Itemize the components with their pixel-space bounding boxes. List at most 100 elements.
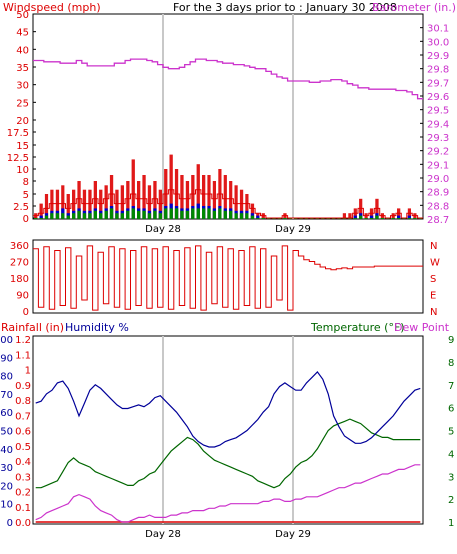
gust-bar xyxy=(169,154,173,219)
wind_green-bar xyxy=(99,213,103,219)
humidity-y-tick-label: 40 xyxy=(0,445,13,456)
wind-y-tick-label: 40 xyxy=(16,45,29,56)
wind_green-bar xyxy=(375,215,379,219)
gust-bar xyxy=(109,175,114,219)
humidity-line xyxy=(35,370,421,448)
rainfall-y-tick-label: 0.3 xyxy=(15,472,31,483)
wind_green-bar xyxy=(39,218,43,219)
temperature-y-tick-label: 3 xyxy=(448,472,454,483)
barometer-y-tick-label: 29.2 xyxy=(427,147,449,158)
gust-bar xyxy=(142,175,146,219)
gust-bar xyxy=(88,189,92,219)
wind_green-bar xyxy=(66,215,70,219)
direction-y-tick-label: 360 xyxy=(10,241,29,252)
rainfall-y-tick-label: 0.5 xyxy=(15,442,31,453)
humidity-y-tick-label: 100 xyxy=(0,335,13,346)
humidity-y-tick-label: 30 xyxy=(0,463,13,474)
weather-x-tick-label: Day 29 xyxy=(275,529,311,540)
direction-y-tick-label: 180 xyxy=(10,274,29,285)
gust-bar xyxy=(131,159,135,219)
windspeed-axis-title: Windspeed (mph) xyxy=(3,1,101,14)
gust-bar xyxy=(77,181,81,219)
wind_green-bar xyxy=(131,208,135,219)
wind_green-bar xyxy=(364,218,368,219)
dewpoint-line xyxy=(35,464,421,523)
wind-panel-frame xyxy=(32,13,424,220)
direction-compass-label: N xyxy=(430,307,437,318)
wind-x-tick-label: Day 28 xyxy=(145,224,181,235)
gust-bar xyxy=(245,194,249,219)
gust-bar xyxy=(120,185,124,219)
gust-bar xyxy=(342,213,346,219)
wind_blue-bar xyxy=(256,215,260,219)
wind_green-bar xyxy=(256,218,260,219)
direction-y-tick-label: 270 xyxy=(10,258,29,269)
temperature-y-tick-label: 6 xyxy=(448,404,454,415)
gust-bar xyxy=(66,194,70,219)
wind_green-bar xyxy=(407,218,411,219)
wind_green-bar xyxy=(202,208,206,219)
wind-y-tick-label: 50 xyxy=(16,10,29,21)
humidity-y-tick-label: 80 xyxy=(0,372,13,383)
rainfall-y-tick-label: 0.7 xyxy=(15,411,31,422)
temperature-y-tick-label: 7 xyxy=(448,381,454,392)
direction-compass-label: E xyxy=(430,291,436,302)
temperature-y-tick-label: 4 xyxy=(448,449,454,460)
gust-bar xyxy=(348,213,352,219)
wind_green-bar xyxy=(207,208,211,219)
gust-bar xyxy=(137,181,141,219)
wind_green-bar xyxy=(223,210,227,219)
wind_green-bar xyxy=(180,210,184,219)
wind-y-tick-label: 17.5 xyxy=(7,128,29,139)
rainfall-y-tick-label: 0.0 xyxy=(15,518,31,529)
weather-panel-frame xyxy=(32,335,424,525)
temperature-y-tick-label: 8 xyxy=(448,358,454,369)
direction-panel-frame xyxy=(32,239,424,314)
direction-compass-label: S xyxy=(430,274,436,285)
gust-bar xyxy=(158,189,162,219)
wind_blue-bar xyxy=(39,215,43,219)
wind_green-bar xyxy=(61,213,65,219)
wind_green-bar xyxy=(77,210,81,219)
wind_green-bar xyxy=(353,218,357,219)
rainfall-y-tick-label: 0.6 xyxy=(15,427,31,438)
gust-bar xyxy=(223,175,227,219)
gust-bar xyxy=(185,181,190,219)
wind_green-bar xyxy=(126,210,130,219)
temperature-y-tick-label: 2 xyxy=(448,495,454,506)
wind_green-bar xyxy=(50,213,54,219)
wind_blue-bar xyxy=(407,215,411,219)
temperature-line xyxy=(35,418,421,489)
wind-y-tick-label: 8 xyxy=(23,177,29,188)
wind_green-bar xyxy=(196,208,200,219)
barometer-axis-title: Barometer (in.) xyxy=(372,1,456,14)
wind_green-bar xyxy=(391,218,395,219)
direction-compass-label: W xyxy=(430,258,440,269)
gust-bar xyxy=(93,181,97,219)
wind-y-tick-label: 20 xyxy=(16,116,29,127)
temperature-y-tick-label: 5 xyxy=(448,427,454,438)
wind_green-bar xyxy=(115,213,119,219)
gust-bar xyxy=(147,185,152,219)
barometer-y-tick-label: 30.0 xyxy=(427,37,449,48)
wind_green-bar xyxy=(93,210,97,219)
wind_green-bar xyxy=(153,210,157,219)
direction-y-tick-label: 90 xyxy=(16,291,29,302)
gust-bar xyxy=(55,189,60,219)
wind_green-bar xyxy=(169,208,173,219)
wind-y-tick-label: 35 xyxy=(16,63,29,74)
dewpoint-axis-title: Dew Point xyxy=(394,321,450,334)
barometer-y-tick-label: 29.1 xyxy=(427,160,449,171)
rainfall-y-tick-label: 0.2 xyxy=(15,488,31,499)
wind_blue-bar xyxy=(397,215,401,219)
gust-bar xyxy=(115,189,119,219)
barometer-y-tick-label: 29.8 xyxy=(427,65,449,76)
wind_green-bar xyxy=(234,213,238,219)
gust-bar xyxy=(153,181,157,219)
wind_green-bar xyxy=(229,210,233,219)
wind_green-bar xyxy=(245,213,249,219)
gust-bar xyxy=(207,175,211,219)
humidity-axis-title: Humidity % xyxy=(65,321,129,334)
barometer-y-tick-label: 29.3 xyxy=(427,133,449,144)
